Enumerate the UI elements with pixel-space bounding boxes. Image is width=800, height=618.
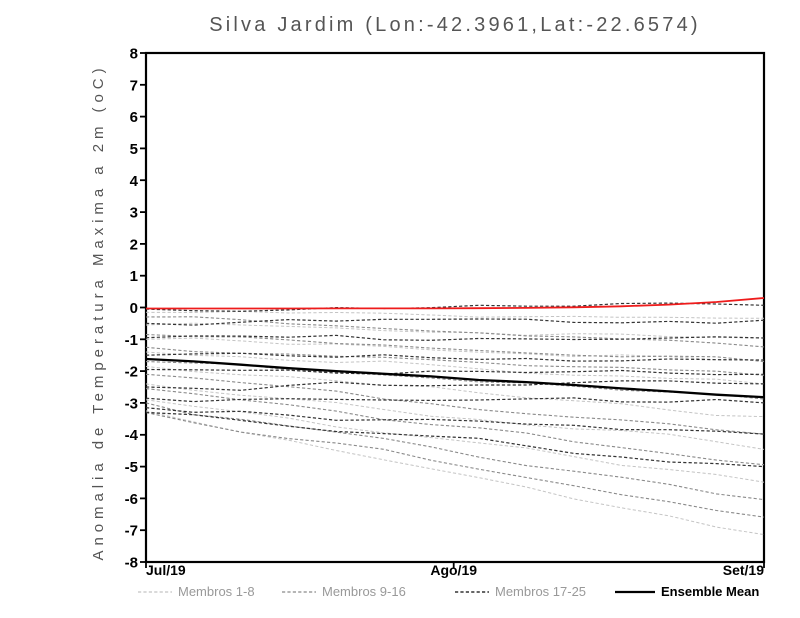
svg-text:-1: -1: [125, 332, 138, 349]
svg-text:-2: -2: [125, 364, 138, 381]
svg-text:Membros 9-16: Membros 9-16: [322, 584, 406, 599]
svg-text:Silva Jardim (Lon:-42.3961,Lat: Silva Jardim (Lon:-42.3961,Lat:-22.6574): [209, 14, 701, 36]
svg-text:1: 1: [130, 268, 138, 285]
svg-text:-4: -4: [125, 427, 139, 444]
svg-text:Ensemble Mean: Ensemble Mean: [661, 584, 759, 599]
svg-text:-6: -6: [125, 491, 138, 508]
svg-text:4: 4: [130, 173, 139, 190]
svg-text:-3: -3: [125, 395, 138, 412]
svg-text:6: 6: [130, 109, 138, 126]
svg-text:Jul/19: Jul/19: [146, 562, 186, 578]
svg-text:2: 2: [130, 236, 138, 253]
svg-text:Ago/19: Ago/19: [430, 562, 477, 578]
svg-text:5: 5: [130, 141, 138, 158]
svg-text:7: 7: [130, 77, 138, 94]
svg-text:3: 3: [130, 205, 138, 222]
svg-text:Membros 17-25: Membros 17-25: [495, 584, 586, 599]
svg-text:-8: -8: [125, 555, 138, 572]
svg-text:-5: -5: [125, 459, 138, 476]
svg-text:8: 8: [130, 46, 138, 63]
svg-text:Anomalia de Temperatura Maxima: Anomalia de Temperatura Maxima a 2m (oC): [90, 63, 107, 560]
svg-text:Membros 1-8: Membros 1-8: [178, 584, 255, 599]
svg-text:-7: -7: [125, 523, 138, 540]
svg-text:Set/19: Set/19: [723, 562, 764, 578]
svg-text:0: 0: [130, 300, 138, 317]
